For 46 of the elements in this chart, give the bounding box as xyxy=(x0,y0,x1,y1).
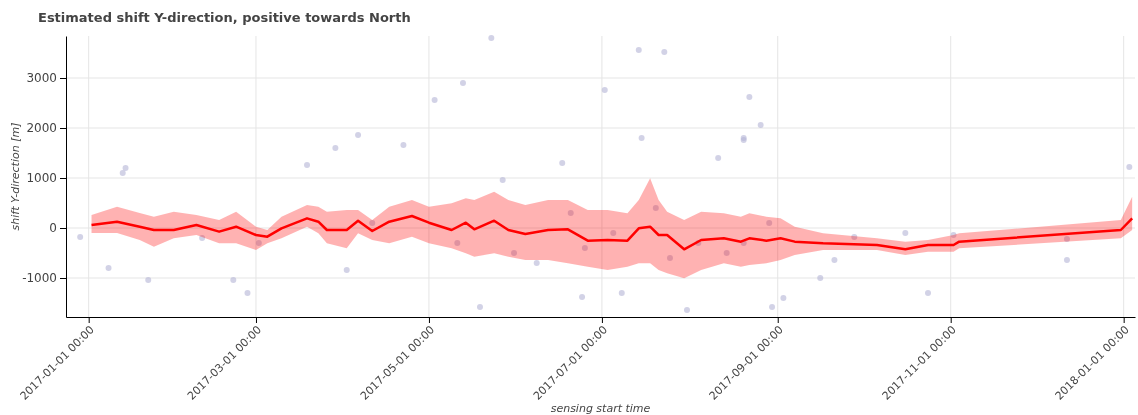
point xyxy=(400,142,407,148)
point xyxy=(757,122,764,128)
point xyxy=(499,177,506,183)
point xyxy=(431,97,438,103)
y-tick-label: 1000 xyxy=(26,171,57,186)
point xyxy=(635,47,642,53)
point xyxy=(817,275,824,281)
point xyxy=(476,304,483,310)
point xyxy=(533,260,540,266)
point xyxy=(746,94,753,100)
point xyxy=(831,257,838,263)
point xyxy=(638,135,645,141)
point xyxy=(780,295,787,301)
point xyxy=(145,277,152,283)
chart-title: Estimated shift Y-direction, positive towards North xyxy=(38,10,411,25)
x-axis-title: sensing start time xyxy=(550,402,651,415)
y-tick-label: -1000 xyxy=(22,271,57,286)
point xyxy=(343,267,350,273)
point xyxy=(1126,164,1133,170)
point xyxy=(1063,257,1070,263)
y-tick-label: 3000 xyxy=(26,71,57,86)
point xyxy=(230,277,237,283)
point xyxy=(715,155,722,161)
point xyxy=(579,294,586,300)
point xyxy=(902,230,909,236)
point xyxy=(122,165,129,171)
line-series xyxy=(90,214,1134,251)
point xyxy=(601,87,608,93)
point xyxy=(459,80,466,86)
point xyxy=(618,290,625,296)
point xyxy=(925,290,932,296)
point xyxy=(355,132,362,138)
point xyxy=(119,170,126,176)
point xyxy=(488,35,495,41)
point xyxy=(661,49,668,55)
point xyxy=(77,234,84,240)
point xyxy=(769,304,776,310)
point xyxy=(105,265,112,271)
point xyxy=(244,290,251,296)
point xyxy=(559,160,566,166)
y-tick-label: 2000 xyxy=(26,121,57,136)
point xyxy=(683,307,690,313)
y-tick-label: 0 xyxy=(49,221,57,236)
point xyxy=(304,162,311,168)
y-axis-title: shift Y-direction [m] xyxy=(9,122,22,231)
point xyxy=(332,145,339,151)
